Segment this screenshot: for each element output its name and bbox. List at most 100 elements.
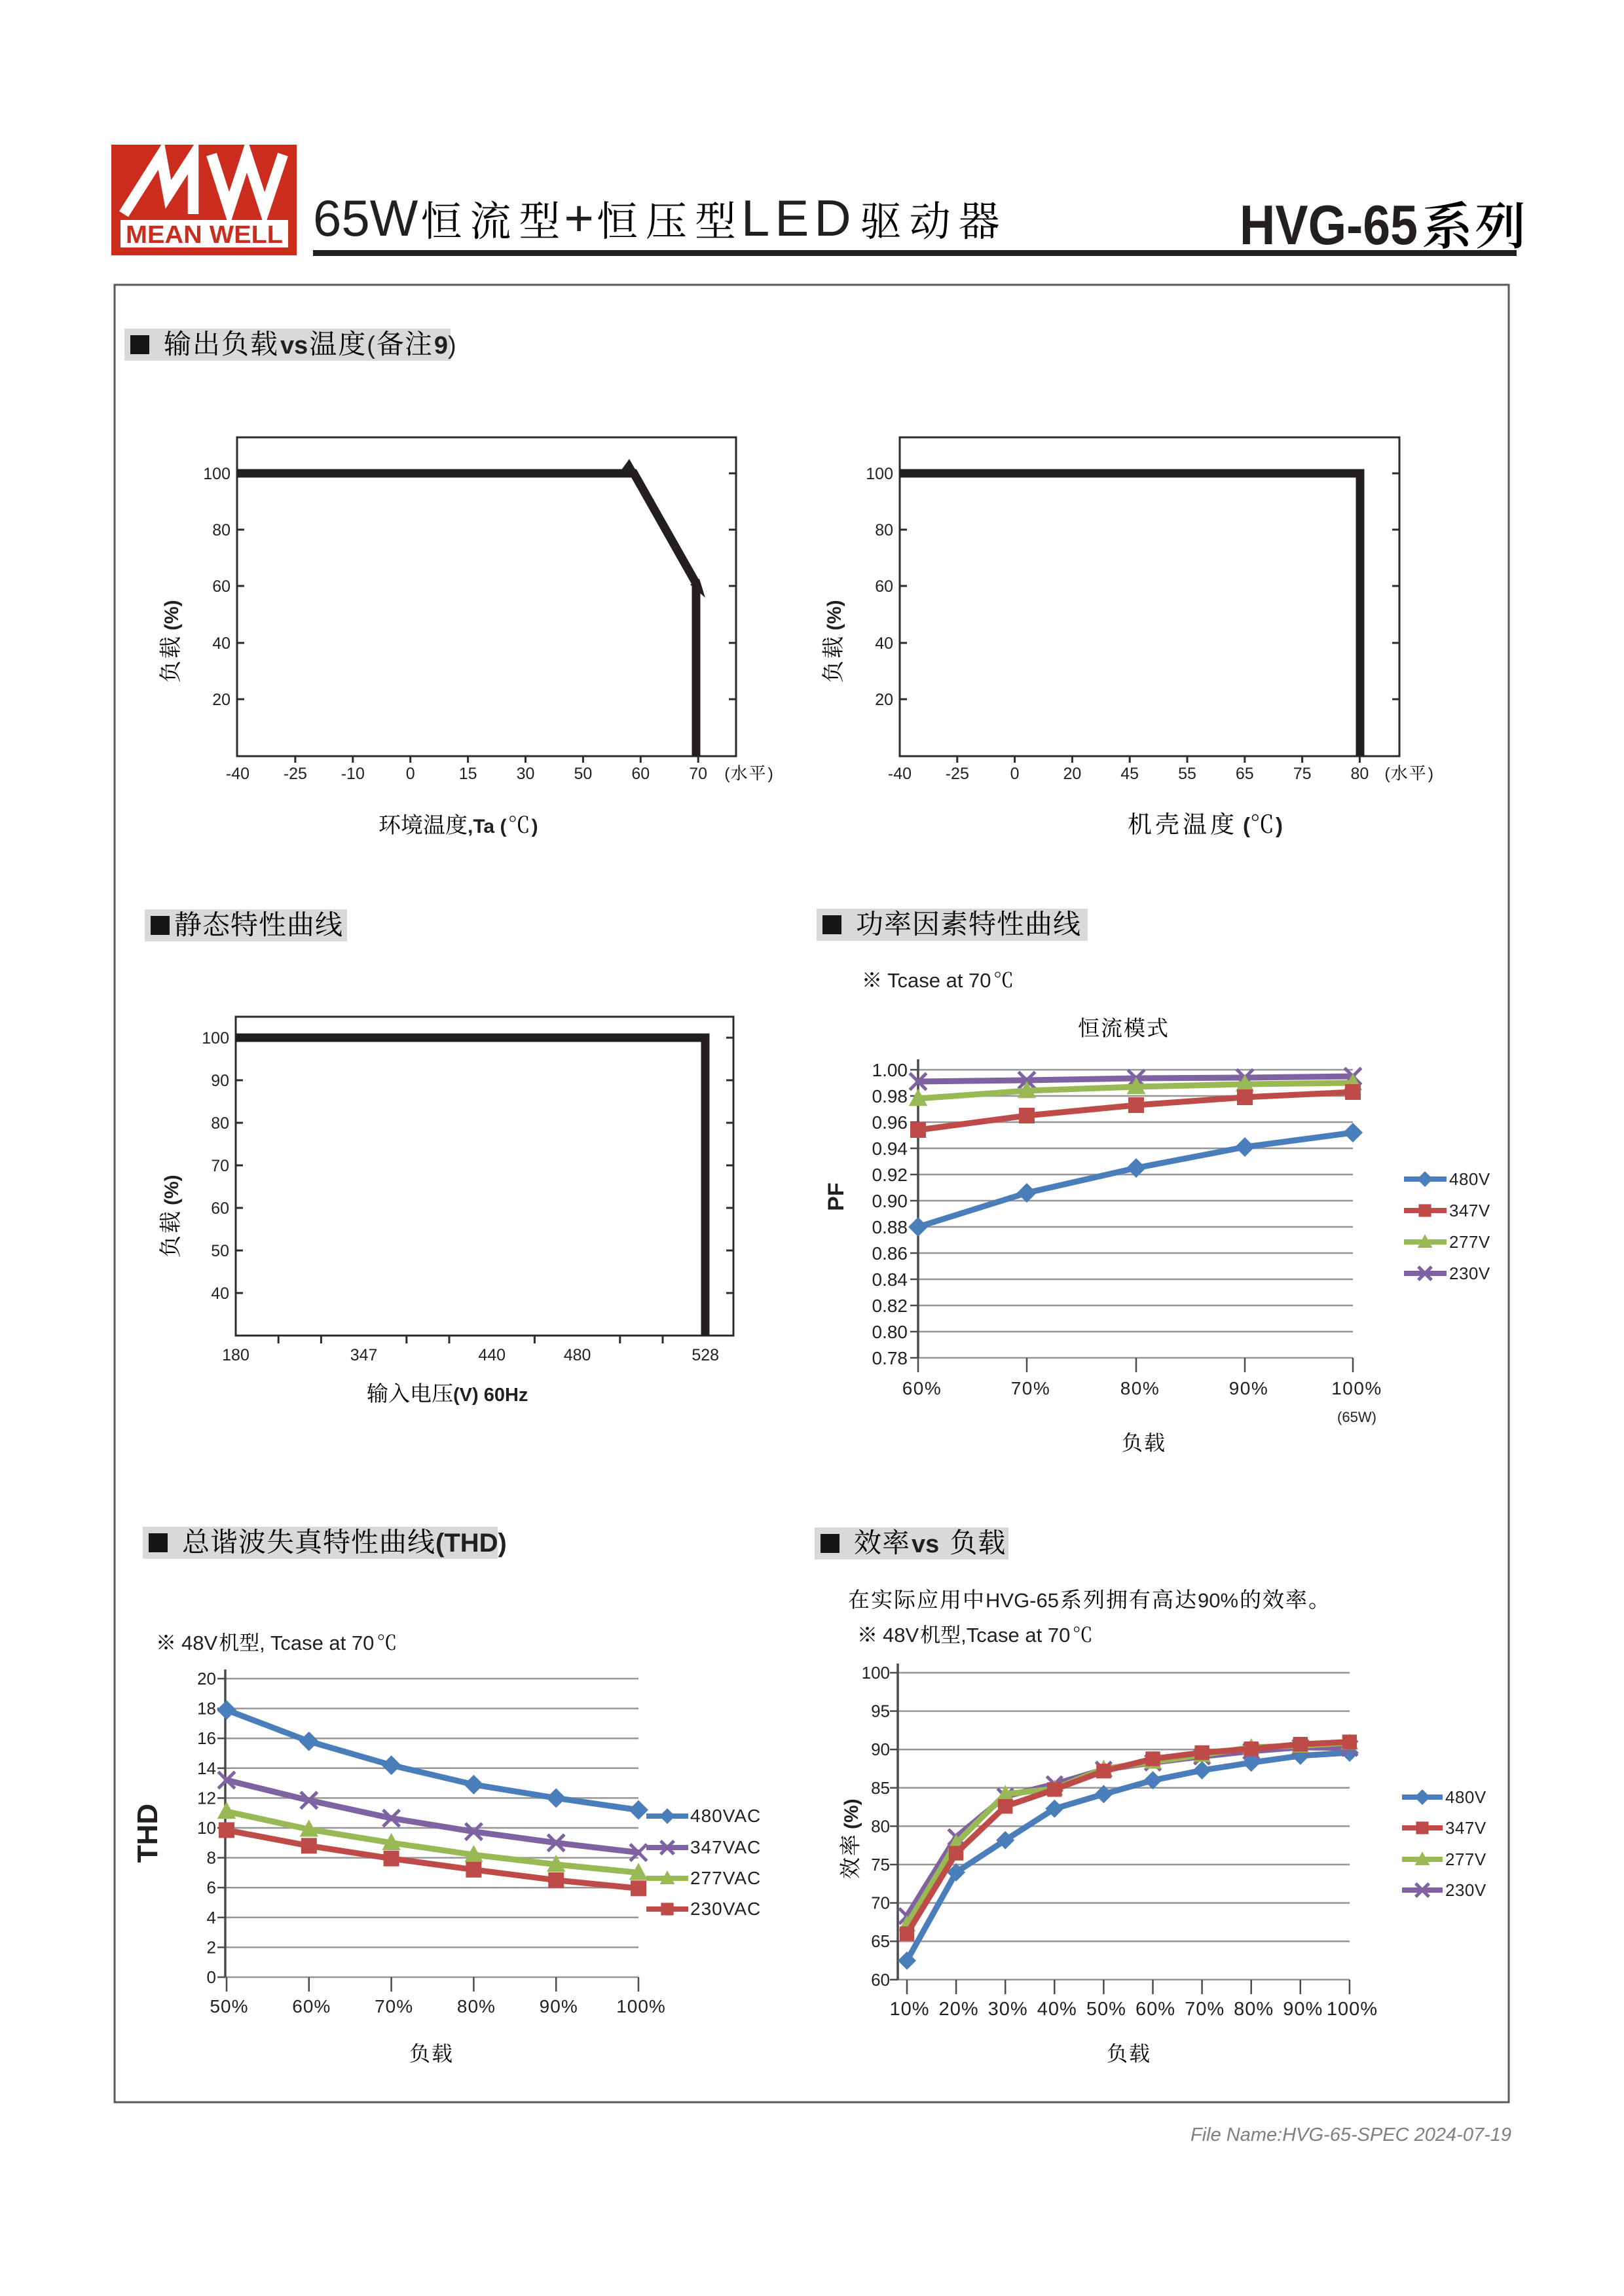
svg-text:): ): [448, 332, 456, 359]
svg-text:-10: -10: [341, 765, 365, 783]
svg-text:80%: 80%: [1120, 1378, 1160, 1398]
svg-text:60: 60: [875, 577, 893, 596]
svg-text:,Ta (: ,Ta (: [468, 816, 506, 837]
svg-text:48V: 48V: [883, 1624, 919, 1647]
svg-text:90%: 90%: [1283, 1999, 1323, 2020]
svg-text:347VAC: 347VAC: [690, 1837, 761, 1857]
svg-text:70%: 70%: [1011, 1378, 1051, 1398]
svg-text:100%: 100%: [1327, 1999, 1378, 2020]
svg-text:60: 60: [211, 1199, 229, 1218]
svg-text:528: 528: [692, 1346, 719, 1364]
svg-text:30: 30: [517, 765, 535, 783]
svg-text:0: 0: [406, 765, 415, 783]
svg-text:(: (: [724, 765, 730, 783]
svg-text:75: 75: [1293, 765, 1312, 783]
svg-text:75: 75: [871, 1855, 890, 1874]
svg-text:60: 60: [212, 577, 231, 596]
svg-text:180: 180: [222, 1346, 249, 1364]
svg-text:2: 2: [207, 1937, 216, 1957]
svg-text:(65W): (65W): [1337, 1409, 1376, 1425]
svg-text:): ): [768, 765, 773, 783]
svg-text:16: 16: [197, 1728, 216, 1748]
svg-text:10: 10: [197, 1818, 216, 1838]
svg-text:14: 14: [197, 1758, 216, 1778]
svg-text:347: 347: [350, 1346, 378, 1364]
svg-text:0.90: 0.90: [872, 1191, 908, 1211]
svg-text:HVG-65: HVG-65: [986, 1589, 1059, 1612]
svg-text:40: 40: [211, 1285, 229, 1303]
svg-text:70: 70: [689, 765, 707, 783]
svg-text:1.00: 1.00: [872, 1060, 908, 1080]
svg-text:45: 45: [1120, 765, 1139, 783]
svg-text:60%: 60%: [902, 1378, 942, 1398]
svg-text:(%): (%): [161, 600, 183, 630]
svg-text:50%: 50%: [210, 1996, 248, 2016]
svg-text:8: 8: [207, 1848, 216, 1868]
svg-text:277V: 277V: [1445, 1850, 1486, 1869]
svg-text:100: 100: [862, 1663, 890, 1683]
svg-text:PF: PF: [824, 1182, 849, 1211]
svg-text:-40: -40: [226, 765, 249, 783]
svg-text:80: 80: [875, 521, 893, 539]
svg-text:60: 60: [871, 1970, 890, 1990]
svg-text:277VAC: 277VAC: [690, 1868, 761, 1888]
svg-text:(%): (%): [841, 1798, 862, 1829]
svg-text:0.80: 0.80: [872, 1322, 908, 1342]
svg-text:MEAN WELL: MEAN WELL: [126, 221, 283, 249]
svg-text:70%: 70%: [1185, 1999, 1225, 2020]
svg-text:20: 20: [212, 691, 231, 709]
svg-text:100: 100: [202, 1029, 229, 1048]
svg-text:80%: 80%: [457, 1996, 496, 2016]
svg-text:-40: -40: [888, 765, 912, 783]
svg-text:70: 70: [871, 1893, 890, 1913]
svg-text:95: 95: [871, 1702, 890, 1721]
svg-text:(: (: [367, 332, 375, 359]
svg-text:100: 100: [203, 465, 231, 483]
svg-text:9: 9: [434, 332, 448, 359]
svg-text:20: 20: [875, 691, 893, 709]
svg-text:80: 80: [1350, 765, 1369, 783]
svg-text:48V: 48V: [181, 1631, 217, 1654]
svg-text:90%: 90%: [1229, 1378, 1269, 1398]
svg-text:90: 90: [871, 1740, 890, 1759]
svg-text:THD: THD: [132, 1804, 164, 1863]
svg-text:0.88: 0.88: [872, 1217, 908, 1237]
svg-text:65: 65: [871, 1931, 890, 1951]
svg-text:(: (: [1384, 765, 1390, 783]
svg-text:6: 6: [207, 1878, 216, 1897]
svg-text:(: (: [1243, 813, 1250, 837]
svg-text:0.96: 0.96: [872, 1112, 908, 1133]
svg-text:18: 18: [197, 1699, 216, 1719]
svg-text:): ): [532, 816, 538, 837]
svg-text:40: 40: [875, 634, 893, 653]
svg-text:0.82: 0.82: [872, 1296, 908, 1316]
svg-text:4: 4: [207, 1908, 216, 1927]
svg-text:20: 20: [1063, 765, 1081, 783]
svg-text:50: 50: [211, 1242, 229, 1260]
svg-text:277V: 277V: [1449, 1232, 1490, 1252]
svg-text:347V: 347V: [1449, 1201, 1490, 1220]
svg-text:30%: 30%: [988, 1999, 1028, 2020]
svg-text:100%: 100%: [616, 1996, 666, 2016]
svg-text:-25: -25: [946, 765, 969, 783]
svg-text:File Name:HVG-65-SPEC 2024-07: File Name:HVG-65-SPEC 2024-07-19: [1190, 2124, 1511, 2145]
svg-text:LED: LED: [741, 189, 857, 247]
svg-text:480VAC: 480VAC: [690, 1806, 761, 1826]
svg-text:HVG-65: HVG-65: [1240, 194, 1418, 257]
svg-text:40: 40: [212, 634, 231, 653]
svg-text:): ): [1276, 813, 1283, 837]
svg-text:0.86: 0.86: [872, 1243, 908, 1264]
svg-text:-25: -25: [284, 765, 307, 783]
svg-text:(%): (%): [824, 600, 845, 630]
svg-text:65: 65: [1236, 765, 1254, 783]
svg-text:0.78: 0.78: [872, 1348, 908, 1368]
svg-text:80: 80: [211, 1114, 229, 1133]
svg-text:(%): (%): [161, 1175, 183, 1205]
svg-text:50: 50: [574, 765, 592, 783]
svg-text:20%: 20%: [939, 1999, 979, 2020]
svg-text:55: 55: [1178, 765, 1196, 783]
svg-text:230V: 230V: [1445, 1880, 1486, 1900]
svg-text:): ): [1428, 765, 1433, 783]
svg-text:Tcase at 70: Tcase at 70: [887, 969, 991, 992]
svg-text:10%: 10%: [889, 1999, 929, 2020]
